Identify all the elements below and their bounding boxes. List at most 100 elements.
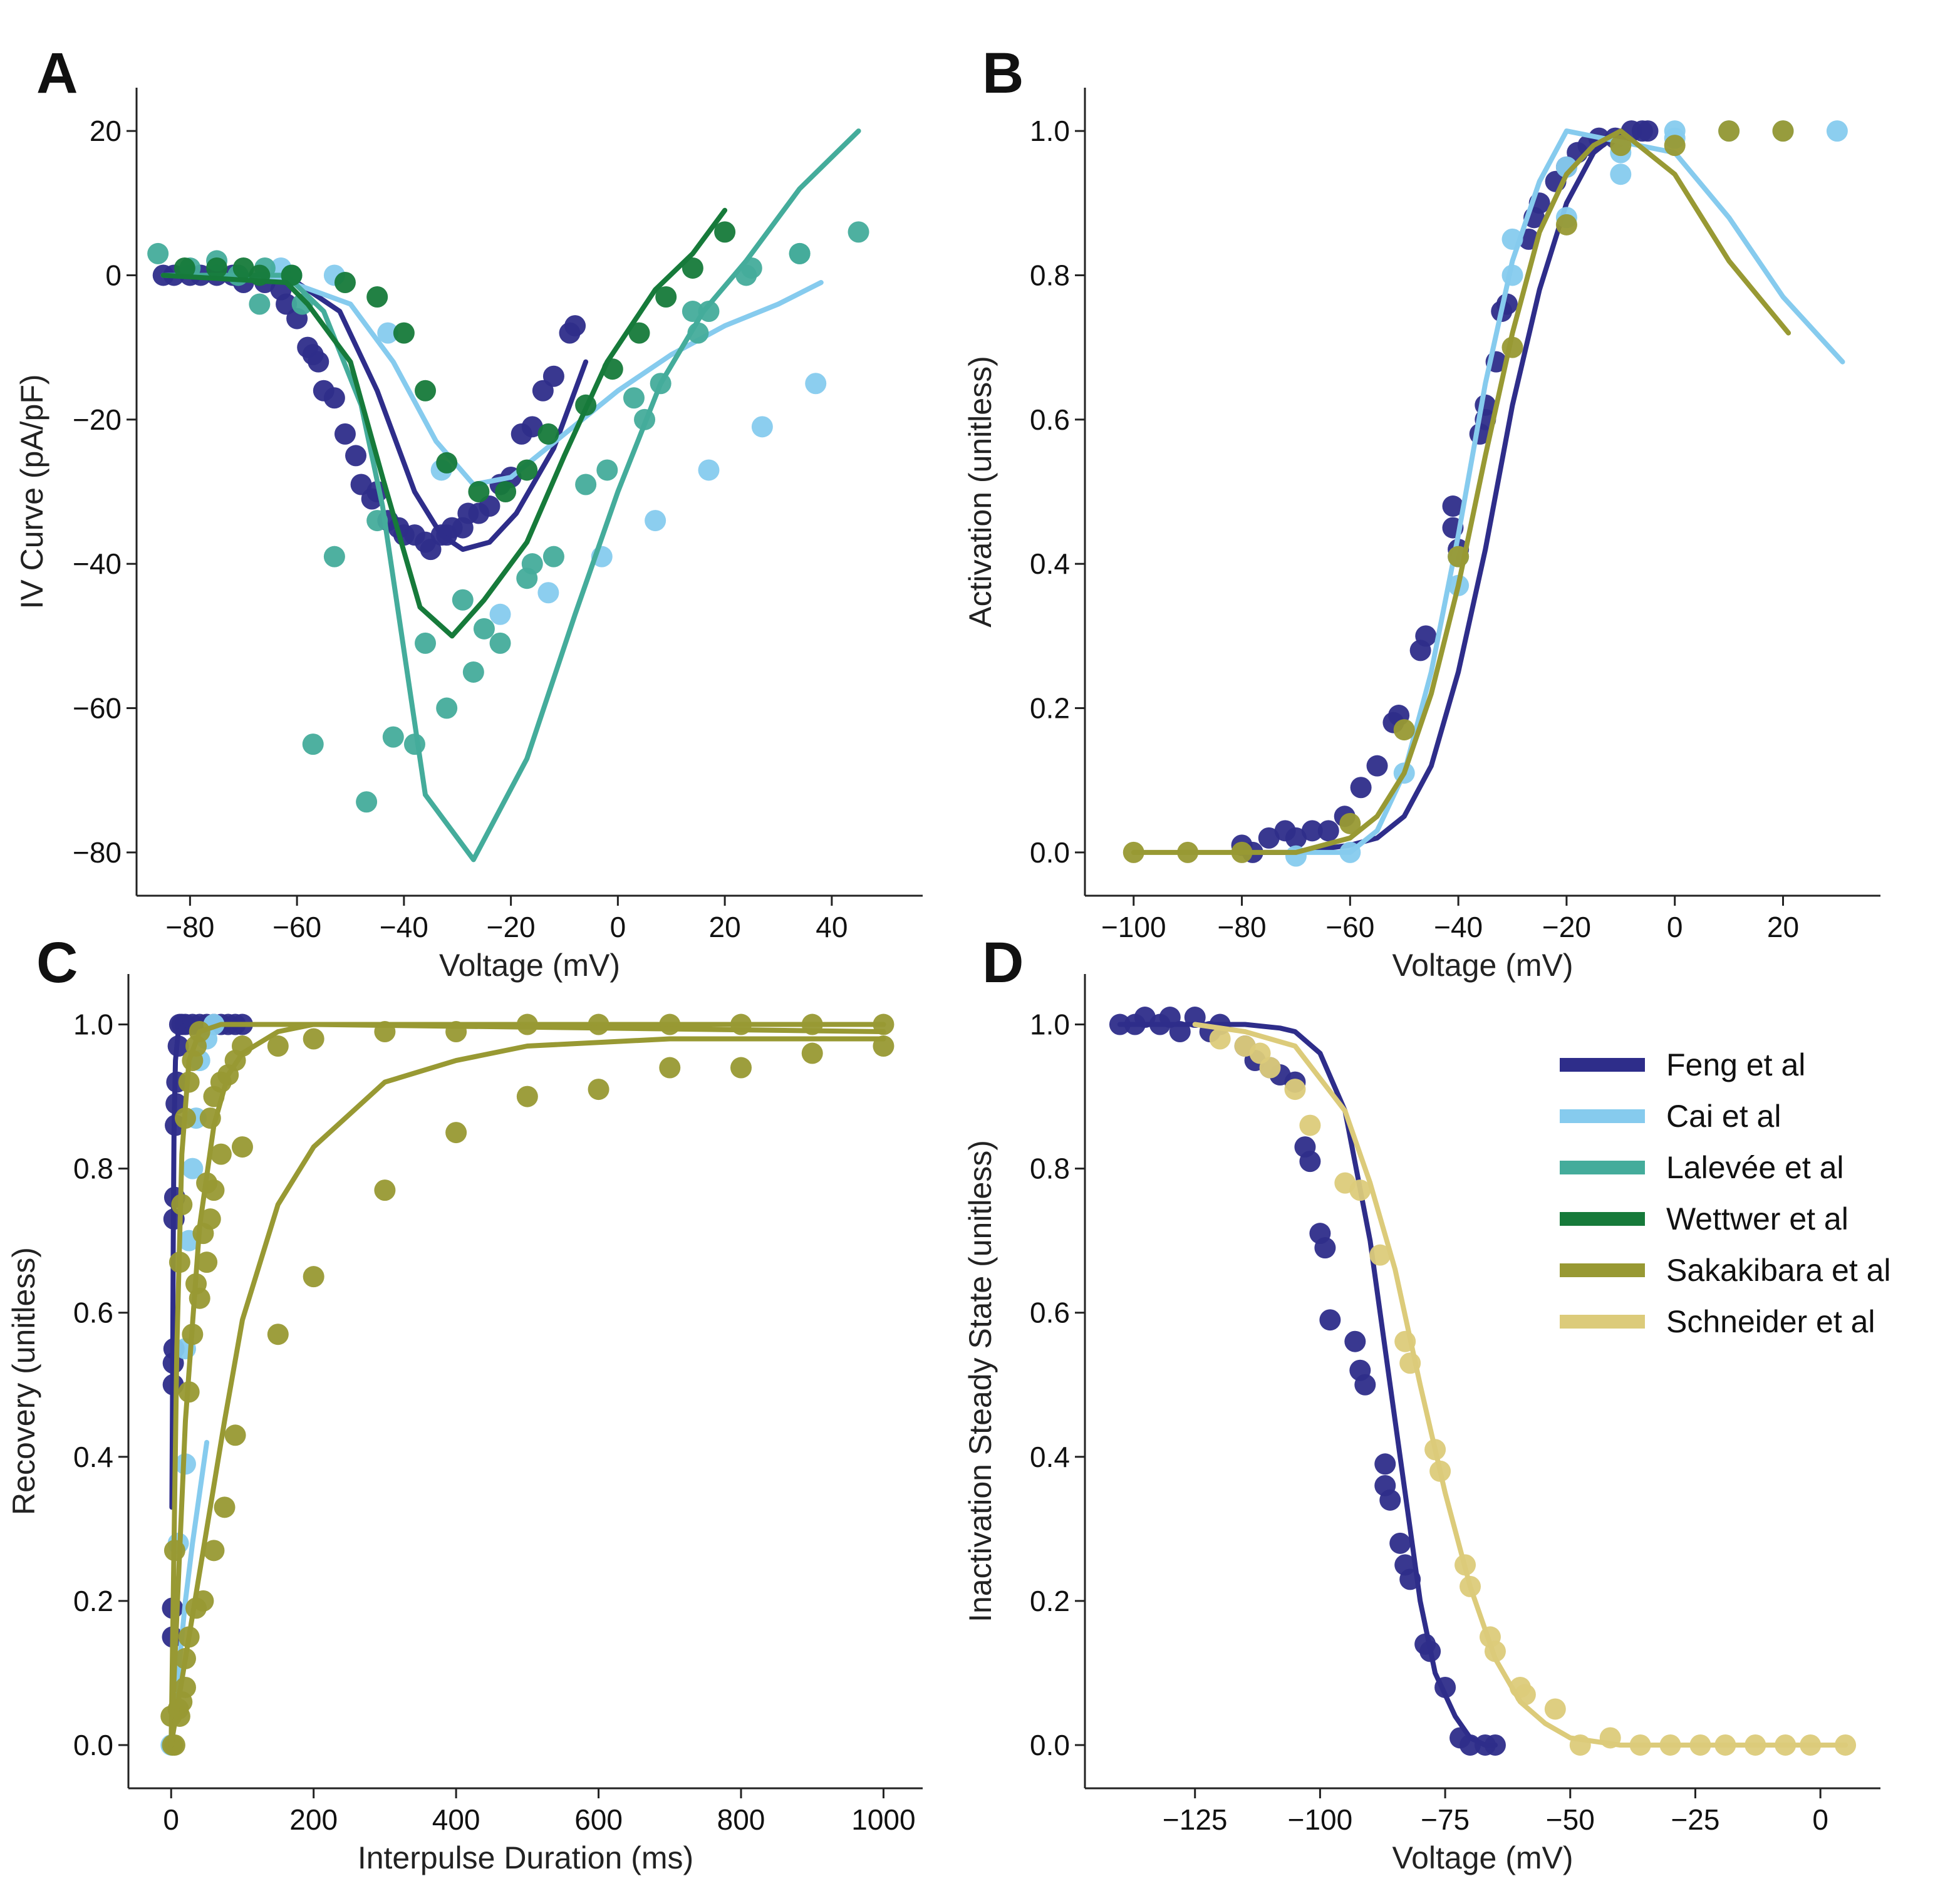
x-tick-label: −80 [165, 911, 214, 943]
x-tick-label: 800 [717, 1803, 765, 1836]
x-tick-label: −20 [487, 911, 536, 943]
x-tick-label: −20 [1542, 911, 1591, 943]
data-point [848, 221, 869, 243]
data-point [374, 1179, 396, 1201]
data-point [147, 242, 169, 264]
data-point [267, 1035, 289, 1057]
data-point [489, 603, 511, 625]
model-line [169, 1022, 886, 1748]
data-point [537, 582, 559, 604]
model-line [169, 1022, 886, 1748]
data-point [542, 546, 564, 567]
legend-item: Lalevée et al [1560, 1150, 1844, 1185]
x-tick-label: −100 [1101, 911, 1166, 943]
y-tick-label: 0.4 [1030, 547, 1070, 580]
y-tick-label: 20 [90, 115, 122, 147]
x-tick-label: −75 [1421, 1803, 1470, 1836]
data-point [1442, 495, 1464, 517]
x-tick-label: 0 [610, 911, 626, 943]
data-point [542, 365, 564, 387]
data-point [1299, 1114, 1321, 1136]
x-tick-label: 600 [574, 1803, 623, 1836]
x-tick-label: −60 [1325, 911, 1374, 943]
data-point [1369, 1244, 1391, 1266]
data-point [345, 445, 367, 467]
data-point [1299, 1151, 1321, 1173]
panel-c: C 0 200 400 600 800 1000 1.0 0.8 0.6 0.4 0.2 0.0 Int… [6, 931, 923, 1875]
legend-label: Feng et al [1666, 1047, 1805, 1082]
data-point [751, 416, 773, 438]
y-tick-label: −20 [73, 403, 122, 436]
y-tick-label: 1.0 [1030, 1008, 1070, 1041]
data-point [1718, 120, 1740, 142]
model-line [169, 1036, 886, 1748]
y-tick-label: −60 [73, 692, 122, 725]
data-point [174, 257, 195, 279]
data-point [537, 423, 559, 445]
y-tick-label: 0.8 [1030, 1153, 1070, 1185]
y-tick-label: 0.6 [1030, 403, 1070, 436]
model-line [1293, 128, 1845, 855]
legend-label: Lalevée et al [1666, 1150, 1844, 1185]
x-tick-label: 20 [1767, 911, 1799, 943]
data-point [231, 1136, 253, 1158]
y-tick-label: 1.0 [1030, 115, 1070, 147]
data-point [203, 1179, 225, 1201]
x-axis-title-a: Voltage (mV) [439, 948, 620, 983]
y-tick-label: 0.0 [73, 1729, 113, 1761]
y-tick-label: −40 [73, 547, 122, 580]
series-wettwer-et-al [160, 207, 736, 639]
data-point [698, 459, 720, 481]
y-tick-label: 1.0 [73, 1008, 113, 1041]
y-tick-label: 0.8 [73, 1153, 113, 1185]
data-point [366, 286, 388, 308]
data-point [323, 387, 345, 409]
y-tick-label: 0.4 [1030, 1441, 1070, 1473]
model-line [160, 128, 861, 863]
data-point [1610, 163, 1632, 185]
data-point [249, 293, 271, 315]
x-tick-label: −100 [1288, 1803, 1353, 1836]
data-point [224, 1424, 246, 1446]
data-point [628, 322, 650, 344]
data-point [1285, 827, 1307, 849]
data-point [1314, 1237, 1336, 1259]
data-point [462, 661, 484, 683]
model-line [1192, 1022, 1849, 1748]
data-point [1415, 625, 1437, 647]
data-point [645, 510, 666, 532]
panel-letter-b: B [982, 41, 1024, 105]
data-point [382, 726, 404, 748]
x-tick-label: 40 [816, 911, 848, 943]
model-line [160, 207, 728, 639]
data-point [377, 322, 399, 344]
data-point [1317, 820, 1339, 842]
data-point [516, 1086, 538, 1107]
legend-label: Sakakibara et al [1666, 1253, 1891, 1288]
y-tick-label: 0.8 [1030, 259, 1070, 291]
x-tick-label: −60 [272, 911, 321, 943]
y-tick-label: 0.4 [73, 1441, 113, 1473]
data-point [1379, 1489, 1401, 1511]
data-point [495, 481, 517, 502]
y-tick-label: 0.0 [1030, 836, 1070, 869]
data-point [1209, 1028, 1231, 1050]
data-point [1259, 1057, 1281, 1079]
data-point [436, 697, 458, 719]
data-point [415, 380, 437, 402]
data-point [452, 589, 474, 611]
panel-d: D −125 −100 −75 −50 −25 0 1.0 0.8 0.6 0.4 0.2 0.0 Vo… [963, 931, 1880, 1875]
legend-label: Wettwer et al [1666, 1201, 1849, 1236]
panel-a: A −80 −60 −40 −20 0 20 40 20 0 −20 −40 −60 −80 Voltag… [14, 41, 923, 983]
data-point [1826, 120, 1848, 142]
data-point [356, 791, 378, 813]
data-point [801, 1042, 823, 1064]
legend-item: Schneider et al [1560, 1304, 1875, 1339]
data-point [1339, 812, 1361, 834]
data-point [393, 322, 415, 344]
data-point [468, 481, 490, 502]
data-point [308, 351, 329, 373]
data-point [203, 1540, 225, 1562]
model-line [160, 272, 824, 487]
legend-item: Wettwer et al [1560, 1201, 1849, 1236]
